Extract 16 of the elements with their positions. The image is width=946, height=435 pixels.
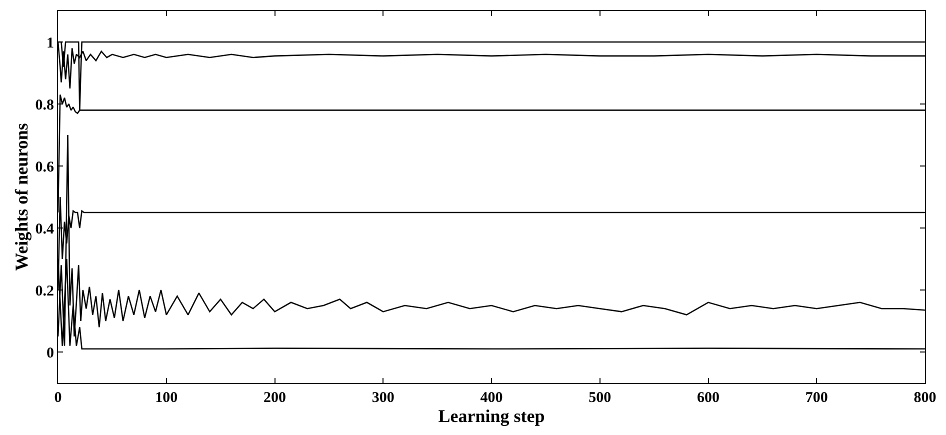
x-tick-label: 100 [155, 390, 178, 406]
x-tick-label: 700 [805, 390, 828, 406]
x-tick-label: 500 [588, 390, 612, 406]
x-tick-label: 300 [372, 390, 394, 406]
x-tick-label: 800 [914, 390, 936, 406]
x-tick-label: 400 [480, 390, 503, 406]
y-axis-title: Weights of neurons [11, 123, 32, 271]
y-tick-label: 0.6 [35, 159, 54, 176]
y-tick-label: 0 [46, 345, 54, 362]
y-tick-label: 0.2 [35, 283, 54, 300]
x-tick-label: 600 [697, 390, 720, 406]
x-tick-label: 200 [264, 390, 286, 406]
y-tick-label: 0.4 [35, 221, 54, 238]
x-axis-title: Learning step [438, 406, 545, 426]
y-tick-label: 1 [46, 35, 54, 52]
y-tick-label: 0.8 [35, 97, 54, 114]
